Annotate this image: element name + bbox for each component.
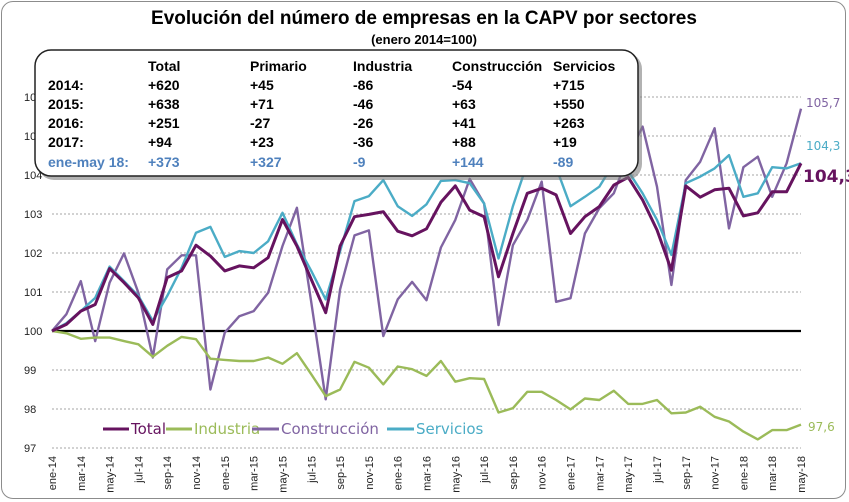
x-tick-label: jul-14: [133, 456, 145, 484]
x-tick-label: mar-15: [249, 456, 261, 491]
legend-label: Servicios: [416, 420, 484, 438]
x-tick-label: may-16: [450, 456, 462, 493]
chart-subtitle: (enero 2014=100): [371, 32, 477, 47]
end-label-construcción: 105,7: [806, 96, 840, 110]
table-cell: +71: [250, 96, 274, 112]
x-tick-label: sep-14: [162, 456, 174, 490]
table-cell: +620: [148, 77, 180, 93]
table-cell: +638: [148, 96, 180, 112]
y-tick-label: 97: [24, 443, 36, 455]
series-line-industria: [51, 329, 802, 441]
series-line-total: [51, 162, 803, 333]
y-tick-label: 104: [24, 170, 42, 182]
x-tick-label: jul-17: [652, 456, 664, 484]
x-tick-label: nov-14: [191, 456, 203, 490]
table-cell: -46: [353, 96, 373, 112]
table-row-label: 2017:: [48, 134, 84, 150]
x-tick-label: mar-16: [422, 456, 434, 491]
table-box: [34, 49, 639, 177]
x-tick-label: sep-15: [335, 456, 347, 490]
table-cell: -86: [353, 77, 373, 93]
x-tick-label: mar-14: [76, 456, 88, 491]
x-tick-label: ene-16: [393, 456, 405, 490]
table-row-label: 2016:: [48, 115, 84, 131]
x-tick-label: ene-14: [47, 456, 59, 490]
table-cell: -89: [553, 154, 573, 170]
table-cell: +373: [148, 154, 180, 170]
x-tick-label: jul-16: [479, 456, 491, 484]
table-cell: +327: [250, 154, 282, 170]
x-tick-label: mar-17: [594, 456, 606, 491]
table-cell: +144: [452, 154, 484, 170]
x-axis-ticks: ene-14 mar-14 may-14 jul-14 sep-14 nov-14 ene-…: [47, 456, 808, 493]
table-cell: +251: [148, 115, 180, 131]
y-tick-label: 102: [24, 248, 42, 260]
y-tick-label: 98: [24, 404, 36, 416]
table-cell: +63: [452, 96, 476, 112]
x-tick-label: nov-15: [364, 456, 376, 490]
x-tick-label: sep-16: [508, 456, 520, 490]
table-cell: -27: [250, 115, 270, 131]
series-lines: [51, 108, 803, 441]
end-labels: 104,3 97,6 105,7 104,3: [803, 96, 849, 434]
table-cell: +263: [553, 115, 585, 131]
y-tick-label: 101: [24, 287, 42, 299]
summary-table: Total Primario Industria Construcción Servic…: [34, 49, 642, 180]
table-header: Construcción: [452, 58, 542, 74]
x-tick-label: may-18: [796, 456, 808, 493]
table-cell: +19: [553, 134, 577, 150]
x-tick-label: may-15: [277, 456, 289, 493]
series-line-servicios: [51, 153, 802, 333]
chart-title: Evolución del número de empresas en la C…: [151, 8, 697, 29]
table-cell: -26: [353, 115, 373, 131]
table-cell: -36: [353, 134, 373, 150]
table-header: Primario: [250, 58, 307, 74]
table-cell: +45: [250, 77, 274, 93]
table-cell: -54: [452, 77, 472, 93]
y-tick-label: 99: [24, 365, 36, 377]
x-tick-label: mar-18: [767, 456, 779, 491]
table-cell: +41: [452, 115, 476, 131]
table-cell: +88: [452, 134, 476, 150]
y-tick-label: 103: [24, 209, 42, 221]
legend-label: Construcción: [281, 420, 379, 438]
end-label-total: 104,3: [803, 167, 849, 187]
legend-label: Total: [130, 420, 166, 438]
table-header: Servicios: [553, 58, 615, 74]
table-cell: +94: [148, 134, 172, 150]
table-row-label: 2014:: [48, 77, 84, 93]
end-label-industria: 97,6: [808, 420, 835, 434]
table-header: Industria: [353, 58, 412, 74]
y-tick-label: 100: [24, 326, 42, 338]
x-tick-label: may-14: [105, 456, 117, 493]
x-tick-label: ene-17: [566, 456, 578, 490]
table-cell: +550: [553, 96, 585, 112]
table-row-label: ene-may 18:: [48, 154, 129, 170]
x-tick-label: nov-17: [710, 456, 722, 490]
table-row-label: 2015:: [48, 96, 84, 112]
x-tick-label: nov-16: [537, 456, 549, 490]
legend: Total Industria Construcción Servicios: [103, 420, 484, 438]
table-cell: -9: [353, 154, 366, 170]
table-cell: +23: [250, 134, 274, 150]
table-cell: +715: [553, 77, 585, 93]
x-tick-label: ene-18: [738, 456, 750, 490]
table-header: Total: [148, 58, 180, 74]
x-tick-label: ene-15: [220, 456, 232, 490]
legend-label: Industria: [194, 420, 260, 438]
end-label-servicios: 104,3: [806, 139, 840, 153]
x-tick-label: may-17: [623, 456, 635, 493]
x-tick-label: jul-15: [306, 456, 318, 484]
x-tick-label: sep-17: [681, 456, 693, 490]
